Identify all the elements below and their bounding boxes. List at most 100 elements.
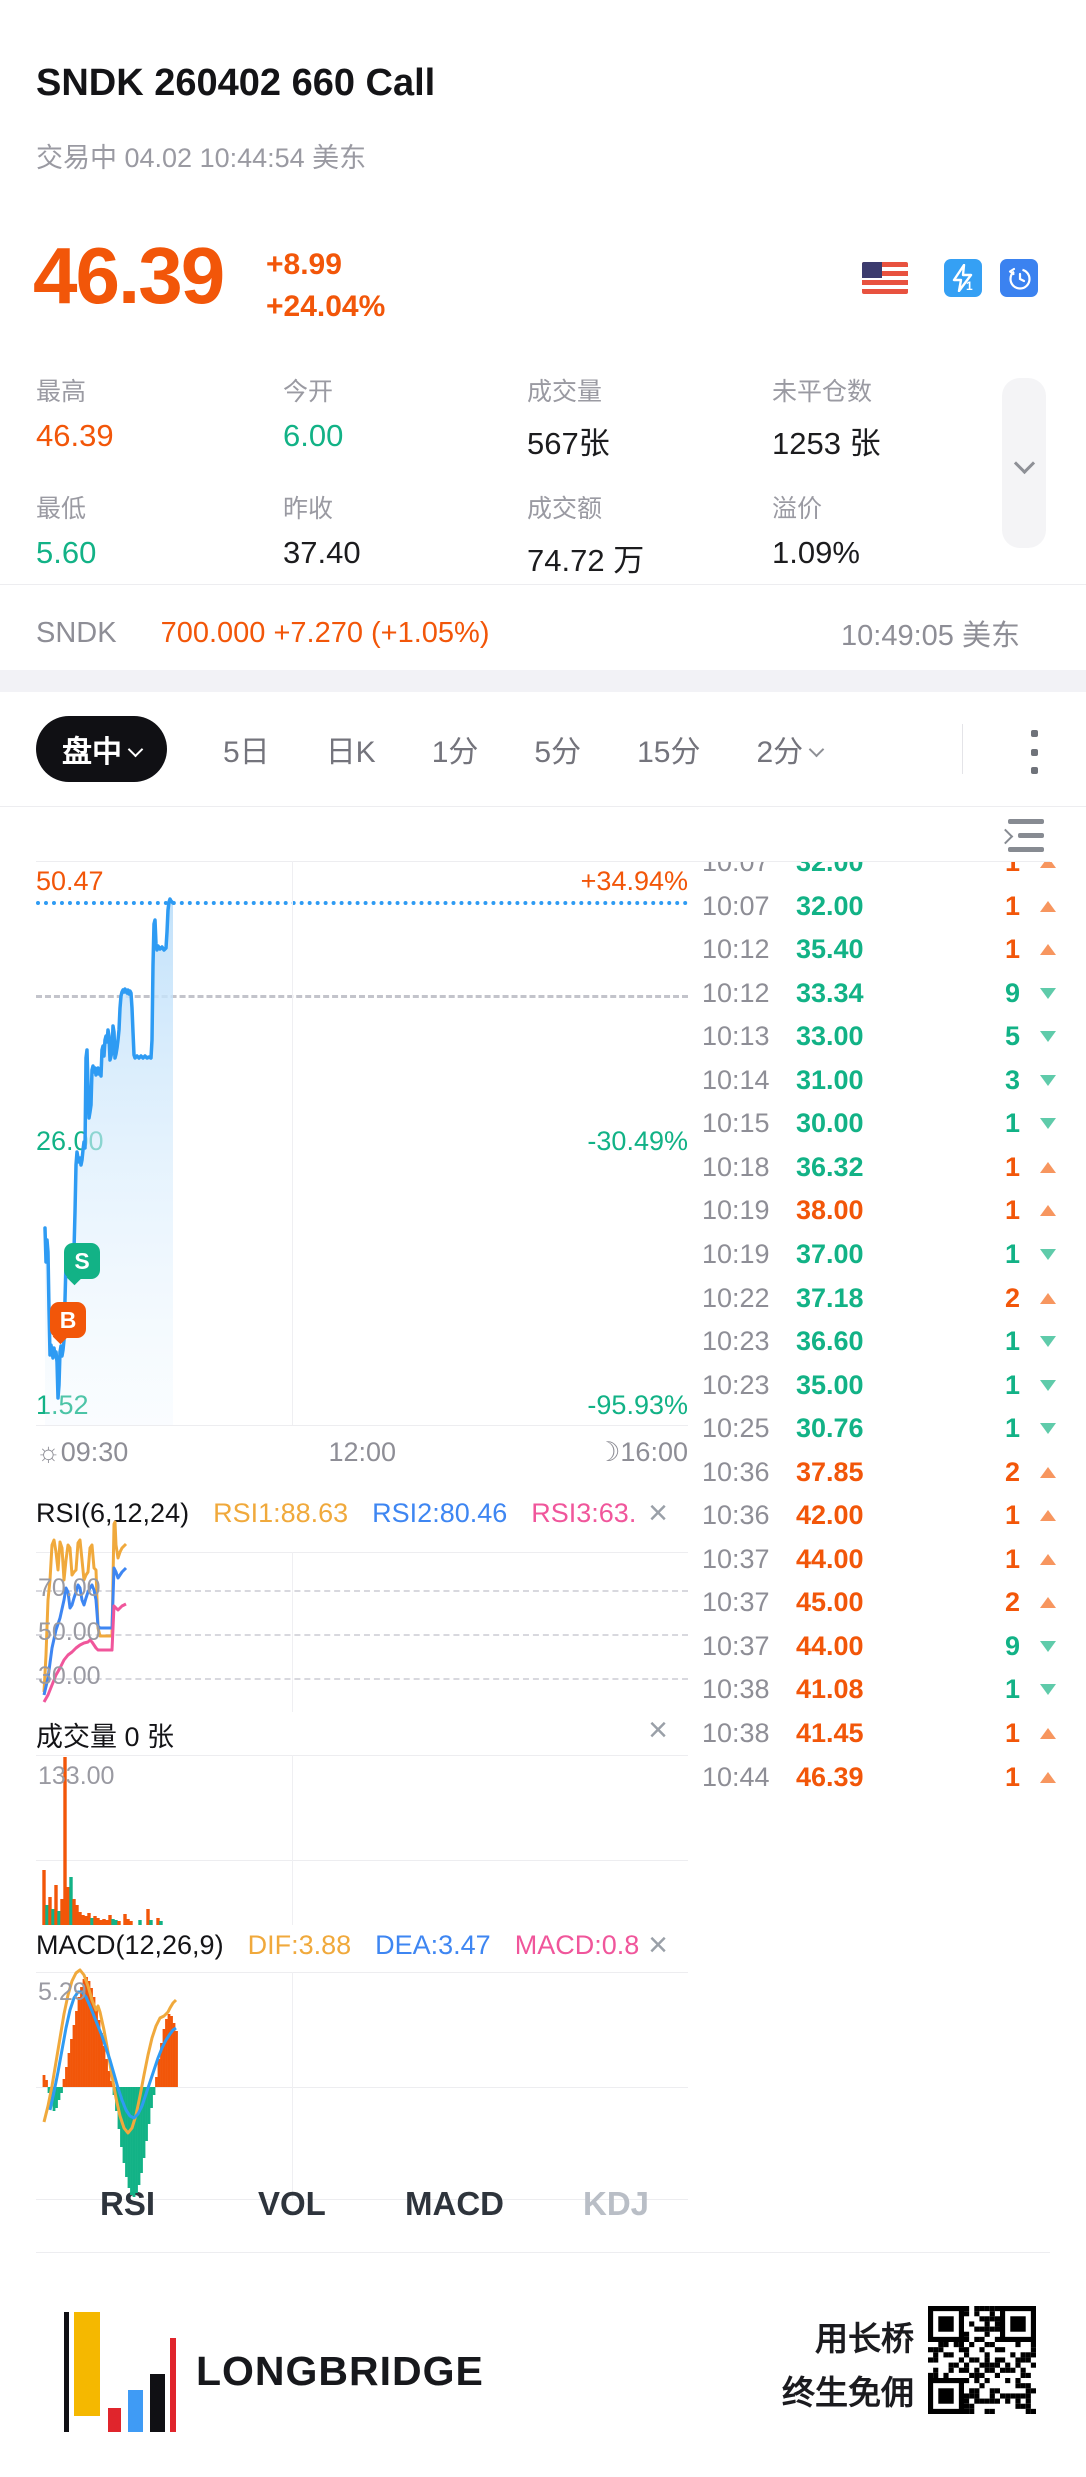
promo-line-2: 终生免佣 — [782, 2374, 914, 2411]
chevron-down-icon — [127, 741, 144, 757]
macd-top-label: 5.29 — [38, 1978, 87, 2006]
volume-header[interactable]: 成交量 0 张 — [36, 1715, 198, 1754]
trade-row[interactable]: 10:36 42.00 1 — [692, 1494, 1086, 1537]
trade-row[interactable]: 10:13 33.00 5 — [692, 1015, 1086, 1058]
macd-header[interactable]: MACD(12,26,9) DIF:3.88 DEA:3.47 MACD:0.8 — [36, 1930, 663, 1961]
tab-5分[interactable]: 5分 — [534, 736, 582, 769]
indicator-tab-KDJ[interactable]: KDJ — [583, 2185, 650, 2222]
trade-row[interactable]: 10:37 44.00 9 — [692, 1625, 1086, 1668]
dea-value: DEA:3.47 — [375, 1930, 491, 1960]
lightning-boost-icon[interactable]: 1 — [944, 259, 982, 297]
trade-row[interactable]: 10:18 36.32 1 — [692, 1146, 1086, 1189]
arrow-up-icon — [1040, 1292, 1056, 1304]
arrow-up-icon — [1040, 1205, 1056, 1217]
trade-row[interactable]: 10:23 36.60 1 — [692, 1320, 1086, 1363]
trade-row[interactable]: 10:12 35.40 1 — [692, 928, 1086, 971]
axis-high-label: 50.47 — [36, 866, 104, 896]
trade-row[interactable]: 10:38 41.45 1 — [692, 1712, 1086, 1755]
indicator-tab-VOL[interactable]: VOL — [258, 2185, 326, 2222]
trade-row[interactable]: 10:22 37.18 2 — [692, 1277, 1086, 1320]
rsi-header[interactable]: RSI(6,12,24) RSI1:88.63 RSI2:80.46 RSI3:63. — [36, 1498, 660, 1529]
trade-row[interactable]: 10:12 33.34 9 — [692, 972, 1086, 1015]
trade-row[interactable]: 10:37 45.00 2 — [692, 1581, 1086, 1624]
period-tabbar: 盘中 5日 日K 1分 5分 15分 2分 — [0, 692, 1086, 806]
stat-最低: 最低 5.60 — [36, 495, 97, 570]
chevron-down-icon — [808, 741, 825, 757]
trade-row[interactable]: 10:37 44.00 1 — [692, 1538, 1086, 1581]
arrow-down-icon — [1040, 1031, 1056, 1043]
arrow-up-icon — [1040, 1510, 1056, 1522]
arrow-down-icon — [1040, 1248, 1056, 1260]
buy-marker: B — [50, 1302, 86, 1338]
arrow-up-icon — [1040, 862, 1056, 868]
indicator-tab-MACD[interactable]: MACD — [405, 2185, 504, 2222]
price-change: +8.99 — [266, 248, 342, 281]
arrow-up-icon — [1040, 1553, 1056, 1565]
trade-row[interactable]: 10:19 38.00 1 — [692, 1189, 1086, 1232]
dif-value: DIF:3.88 — [247, 1930, 352, 1960]
stat-成交额: 成交额 74.72 万 — [527, 495, 645, 578]
arrow-up-icon — [1040, 1466, 1056, 1478]
sell-marker: S — [64, 1243, 100, 1279]
trade-row[interactable]: 10:23 35.00 1 — [692, 1364, 1086, 1407]
rsi-grid-70: 70.00 — [38, 1574, 101, 1602]
qr-code — [928, 2306, 1036, 2414]
time-axis: ☼09:30 12:00 ☽16:00 — [36, 1437, 688, 1468]
tab-15分[interactable]: 15分 — [637, 736, 701, 769]
trade-row[interactable]: 10:07 32.00 1 — [692, 862, 1086, 884]
clock-history-icon[interactable] — [1000, 259, 1038, 297]
trade-row[interactable]: 10:14 31.00 3 — [692, 1059, 1086, 1102]
close-volume-button[interactable]: × — [648, 1711, 668, 1749]
stat-溢价: 溢价 1.09% — [772, 495, 860, 570]
axis-high-pct: +34.94% — [580, 866, 688, 896]
tab-5日[interactable]: 5日 — [223, 736, 270, 769]
trade-row[interactable]: 10:07 32.00 1 — [692, 885, 1086, 928]
close-rsi-button[interactable]: × — [648, 1494, 668, 1532]
volume-title: 成交量 0 张 — [36, 1722, 175, 1752]
tab-1分[interactable]: 1分 — [431, 736, 479, 769]
close-macd-button[interactable]: × — [648, 1926, 668, 1964]
trade-row[interactable]: 10:44 46.39 1 — [692, 1756, 1086, 1799]
trade-ticker-list[interactable]: 10:07 32.00 1 10:07 32.00 1 10:12 35.40 1 10:12 33… — [692, 862, 1086, 1800]
more-options-button[interactable] — [1014, 728, 1054, 776]
underlying-ticker-bar[interactable]: SNDK 700.000 +7.270 (+1.05%) 10:49:05 美东 — [0, 596, 1086, 670]
time-open: ☼09:30 — [36, 1437, 129, 1467]
trade-row[interactable]: 10:38 41.08 1 — [692, 1668, 1086, 1711]
axis-low-pct: -95.93% — [587, 1390, 688, 1420]
stat-今开: 今开 6.00 — [283, 378, 344, 453]
brand-name: LONGBRIDGE — [196, 2348, 484, 2394]
arrow-up-icon — [1040, 1161, 1056, 1173]
trade-row[interactable]: 10:36 37.85 2 — [692, 1451, 1086, 1494]
arrow-down-icon — [1040, 1379, 1056, 1391]
arrow-up-icon — [1040, 1771, 1056, 1783]
tab-日K[interactable]: 日K — [325, 736, 376, 769]
arrow-down-icon — [1040, 1336, 1056, 1348]
expand-stats-button[interactable] — [1002, 378, 1046, 548]
arrow-down-icon — [1040, 1640, 1056, 1652]
arrow-up-icon — [1040, 900, 1056, 912]
tab-盘中[interactable]: 盘中 — [36, 716, 167, 782]
tab-2分[interactable]: 2分 — [756, 727, 825, 771]
rsi-title: RSI(6,12,24) — [36, 1498, 190, 1528]
arrow-up-icon — [1040, 1728, 1056, 1739]
moon-icon: ☽ — [596, 1437, 621, 1467]
indicator-tab-RSI[interactable]: RSI — [100, 2185, 156, 2222]
macd-title: MACD(12,26,9) — [36, 1930, 224, 1960]
last-price: 46.39 — [33, 231, 225, 320]
arrow-down-icon — [1040, 1074, 1056, 1086]
us-flag-icon — [862, 262, 908, 294]
rsi-grid-50: 50.00 — [38, 1618, 101, 1646]
longbridge-logo-icon — [64, 2312, 176, 2432]
trade-list-toggle-icon[interactable] — [997, 816, 1046, 856]
axis-mid-label: 26.00 — [36, 1126, 104, 1156]
stat-未平仓数: 未平仓数 1253 张 — [772, 378, 881, 461]
rsi2-value: RSI2:80.46 — [372, 1498, 508, 1528]
rsi-grid-30: 30.00 — [38, 1662, 101, 1690]
arrow-down-icon — [1040, 1423, 1056, 1435]
stat-最高: 最高 46.39 — [36, 378, 114, 453]
underlying-quote: 700.000 +7.270 (+1.05%) — [160, 616, 490, 649]
trade-row[interactable]: 10:15 30.00 1 — [692, 1102, 1086, 1145]
trade-row[interactable]: 10:19 37.00 1 — [692, 1233, 1086, 1276]
arrow-down-icon — [1040, 1684, 1056, 1696]
trade-row[interactable]: 10:25 30.76 1 — [692, 1407, 1086, 1450]
